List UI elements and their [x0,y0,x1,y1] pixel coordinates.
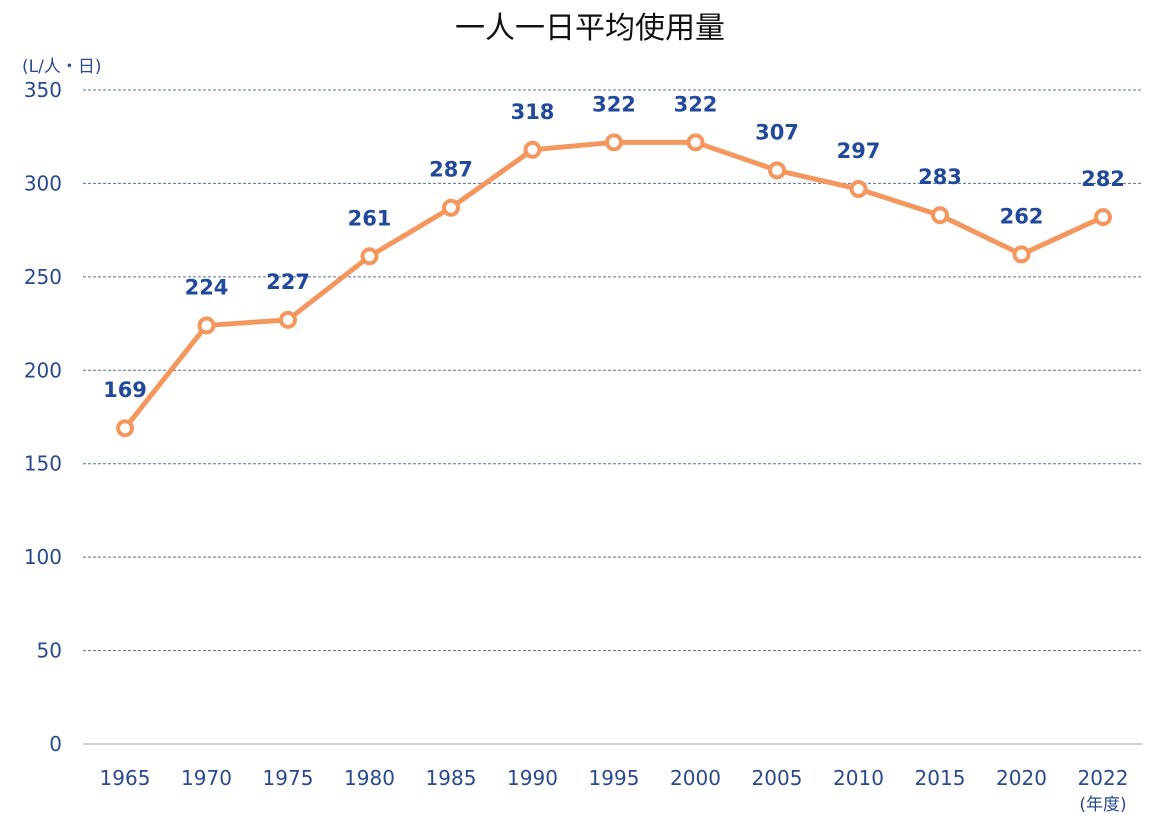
data-label: 227 [266,270,310,294]
data-point [279,310,297,329]
x-tick-label: 2010 [833,766,884,790]
data-point [768,161,786,180]
data-label: 224 [185,275,229,299]
y-tick-label: 350 [24,78,62,102]
x-tick-label: 1975 [263,766,314,790]
data-point [360,247,379,266]
data-label: 322 [674,92,718,116]
y-tick-label: 200 [24,358,62,382]
data-label: 169 [103,378,147,402]
x-axis-unit-label: (年度) [1079,795,1126,815]
data-point [605,133,623,152]
data-point [197,316,216,335]
x-tick-label: 1965 [100,766,151,790]
data-label: 287 [429,158,473,182]
y-tick-label: 100 [24,545,62,569]
y-tick-label: 150 [24,452,62,476]
x-tick-label: 2015 [915,766,966,790]
x-tick-label: 2005 [752,766,803,790]
data-label: 261 [348,206,392,230]
data-point [523,140,542,159]
data-point [442,198,460,217]
y-tick-label: 0 [49,732,62,756]
y-tick-label: 250 [24,265,62,289]
data-point [1012,245,1031,264]
chart-title: 一人一日平均使用量 [455,11,725,46]
x-tick-label: 1985 [426,766,477,790]
data-label: 282 [1081,167,1125,191]
data-label: 262 [1000,204,1044,228]
x-tick-label: 1990 [507,766,558,790]
x-tick-label: 1970 [181,766,232,790]
y-tick-label: 300 [24,171,62,195]
data-point [116,419,134,438]
x-tick-label: 2022 [1078,766,1129,790]
data-label: 307 [755,120,799,144]
data-label: 322 [592,92,636,116]
data-label: 283 [918,165,962,189]
data-point [1094,208,1112,227]
data-point [931,206,949,225]
data-point [849,180,868,199]
y-axis-unit-label: (L/人・日) [22,57,101,77]
x-tick-label: 2000 [670,766,721,790]
x-tick-label: 2020 [996,766,1047,790]
data-label: 297 [837,139,881,163]
x-tick-label: 1980 [344,766,395,790]
data-label: 318 [511,100,555,124]
y-tick-label: 50 [37,639,62,663]
x-tick-label: 1995 [589,766,640,790]
data-point [686,133,705,152]
